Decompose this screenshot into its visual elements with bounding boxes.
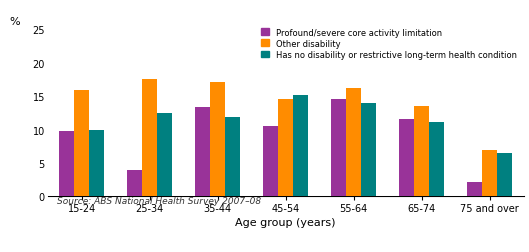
- Bar: [210, 83, 225, 197]
- Legend: Profound/severe core activity limitation, Other disability, Has no disability or: Profound/severe core activity limitation…: [259, 26, 519, 62]
- Bar: [127, 170, 142, 197]
- Bar: [361, 103, 376, 197]
- Bar: [195, 107, 210, 197]
- Bar: [399, 119, 414, 197]
- Bar: [157, 113, 172, 197]
- Bar: [497, 153, 512, 197]
- Bar: [482, 150, 497, 197]
- Bar: [429, 123, 444, 197]
- Bar: [414, 107, 429, 197]
- Text: %: %: [10, 17, 20, 27]
- Text: Source: ABS National Health Survey 2007–08: Source: ABS National Health Survey 2007–…: [57, 196, 261, 205]
- Bar: [89, 131, 104, 197]
- Bar: [59, 131, 74, 197]
- Bar: [225, 117, 240, 197]
- X-axis label: Age group (years): Age group (years): [235, 217, 336, 228]
- Bar: [278, 100, 293, 197]
- Bar: [467, 182, 482, 197]
- Bar: [331, 100, 346, 197]
- Bar: [293, 96, 308, 197]
- Bar: [346, 89, 361, 197]
- Bar: [142, 79, 157, 197]
- Bar: [263, 126, 278, 197]
- Bar: [74, 91, 89, 197]
